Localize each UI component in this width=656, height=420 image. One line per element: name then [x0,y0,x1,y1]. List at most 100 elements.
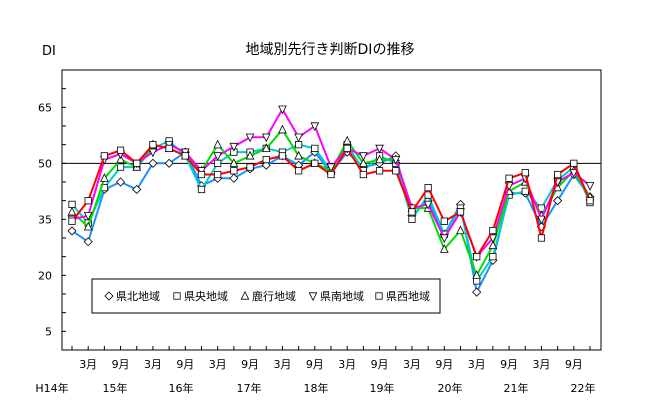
data-point [229,142,239,152]
x-year-label: H14年 [35,381,68,395]
data-point [229,158,239,167]
data-point [521,169,529,177]
data-point [229,173,239,183]
data-point [537,215,546,225]
data-point [164,158,174,168]
data-point [343,144,351,152]
data-point [67,206,77,216]
data-point [245,133,255,143]
data-point [326,163,336,173]
x-year-label: 17年 [237,381,262,395]
data-point [424,183,432,192]
x-month-label: 9月 [112,358,130,371]
data-point [100,173,109,182]
legend-label: 県央地域 [184,290,228,303]
data-point [83,211,93,221]
data-point [570,159,578,167]
legend-item: 県央地域 [173,290,228,303]
legend-label: 県西地域 [386,290,430,303]
data-point [197,185,206,194]
data-point [149,141,157,149]
data-point [327,170,335,179]
data-point [148,148,158,158]
data-point [213,152,223,161]
x-month-label: 3月 [468,358,486,371]
legend-marker [308,292,318,302]
data-point [116,163,125,171]
x-month-label: 3月 [532,358,550,371]
legend-marker [375,292,383,300]
y-tick-label: 35 [38,213,52,226]
data-point [375,144,384,154]
data-point [115,177,126,187]
data-point [68,200,76,208]
data-point [310,122,320,132]
data-point [214,170,222,179]
data-point [261,160,271,170]
data-point [489,226,497,235]
x-year-label: 22年 [571,381,596,395]
data-point [440,217,448,225]
y-tick-label: 20 [38,269,52,282]
x-month-label: 9月 [371,358,389,371]
x-month-label: 3月 [79,358,97,371]
x-month-label: 9月 [435,358,453,371]
legend-label: 県北地域 [116,290,160,303]
series-line [71,139,591,284]
data-point [181,152,189,160]
legend-item: 県西地域 [375,290,430,303]
y-tick-label: 50 [38,157,52,170]
data-point [68,217,76,225]
data-point [392,167,400,175]
legend-marker [104,291,114,301]
x-month-label: 3月 [403,358,421,371]
data-point [261,143,271,153]
data-point [408,208,416,216]
data-point [359,152,368,161]
data-point [311,159,319,167]
data-point [214,159,222,167]
data-point [278,152,287,160]
data-point [84,197,92,205]
chart-title: 地域別先行き判断DIの推移 [246,42,415,58]
series-3 [67,124,595,279]
legend-label: 県南地域 [320,290,364,303]
x-year-label: 21年 [504,381,529,395]
x-year-label: 18年 [304,381,329,395]
series-line [71,143,591,259]
data-point [585,182,595,191]
data-point [294,133,303,143]
y-tick-label: 5 [45,325,52,338]
x-month-label: 9月 [500,358,518,371]
x-month-label: 3月 [144,358,162,371]
series-5 [68,141,594,261]
data-point [375,167,384,175]
x-axis: 3月 9月 3月 9月 3月 9月 3月 9月 3月 9月 3月 9月 3月 9月 3月 9月 H14年 15年 1… [35,346,596,395]
data-point [261,133,271,143]
data-point [342,135,352,145]
legend-label: 鹿行地域 [252,289,296,303]
legend-item: 県北地域 [104,290,160,303]
legend-marker [240,290,250,300]
data-point [132,184,142,195]
data-point [456,225,465,235]
x-year-label: 19年 [370,381,395,395]
data-point [439,244,449,253]
data-point [472,287,482,297]
data-point [408,215,416,223]
data-point [278,124,287,134]
data-point [230,167,238,175]
data-point [262,155,270,164]
data-point [554,170,562,179]
data-point [359,170,367,179]
legend-item: 鹿行地域 [240,289,296,303]
x-year-label: 15年 [103,381,128,395]
data-point [165,144,173,152]
data-point [489,253,497,261]
data-point [246,163,254,171]
x-month-label: 3月 [338,358,356,371]
data-point [375,154,384,164]
data-point [100,152,108,160]
data-point [553,196,563,206]
